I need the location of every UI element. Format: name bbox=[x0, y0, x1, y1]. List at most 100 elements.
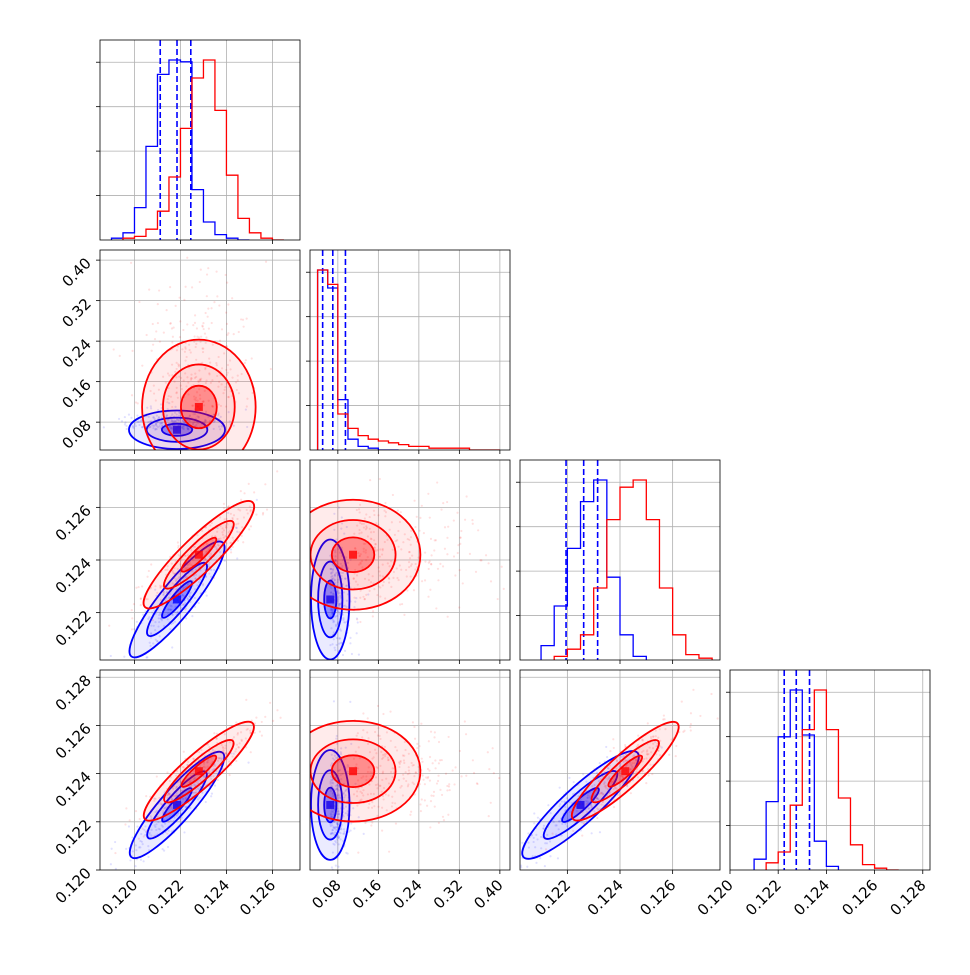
scatter-point bbox=[187, 796, 190, 800]
scatter-point bbox=[586, 802, 589, 805]
scatter-point bbox=[406, 773, 409, 776]
scatter-point bbox=[437, 579, 440, 582]
scatter-point bbox=[165, 806, 168, 809]
scatter-point bbox=[158, 635, 161, 638]
scatter-point bbox=[172, 784, 176, 788]
x-tick-label: 0.32 bbox=[430, 876, 466, 912]
density-peak bbox=[194, 402, 203, 411]
scatter-point bbox=[587, 774, 590, 777]
scatter-point bbox=[170, 327, 174, 330]
scatter-point bbox=[330, 815, 333, 819]
scatter-point bbox=[650, 751, 653, 754]
scatter-point bbox=[584, 814, 587, 817]
scatter-point bbox=[120, 420, 124, 423]
scatter-point bbox=[188, 414, 192, 417]
scatter-point bbox=[430, 563, 433, 566]
scatter-point bbox=[207, 327, 210, 330]
scatter-point bbox=[149, 420, 153, 423]
scatter-point bbox=[578, 802, 581, 806]
scatter-point bbox=[359, 553, 362, 556]
scatter-point bbox=[188, 561, 191, 565]
scatter-point bbox=[628, 768, 632, 771]
scatter-point bbox=[109, 863, 112, 866]
scatter-point bbox=[387, 758, 390, 761]
scatter-point bbox=[409, 575, 412, 578]
scatter-point bbox=[159, 617, 163, 620]
scatter-point bbox=[344, 577, 347, 580]
scatter-point bbox=[339, 594, 342, 597]
scatter-point bbox=[183, 350, 187, 353]
scatter-point bbox=[612, 777, 615, 780]
scatter-point bbox=[340, 522, 344, 525]
scatter-point bbox=[447, 785, 451, 788]
scatter-point bbox=[433, 549, 436, 552]
scatter-point bbox=[184, 566, 187, 570]
scatter-point bbox=[184, 576, 187, 579]
scatter-point bbox=[340, 753, 343, 756]
scatter-point bbox=[226, 363, 230, 367]
scatter-point bbox=[607, 776, 610, 779]
scatter-point bbox=[360, 798, 363, 801]
scatter-point bbox=[389, 560, 393, 563]
y-tick-label: 0.16 bbox=[58, 376, 94, 412]
scatter-point bbox=[154, 810, 157, 814]
scatter-point bbox=[376, 787, 379, 790]
scatter-point bbox=[395, 567, 398, 570]
scatter-point bbox=[218, 770, 221, 773]
scatter-point bbox=[187, 393, 190, 396]
scatter-point bbox=[178, 778, 181, 782]
scatter-point bbox=[154, 621, 157, 624]
scatter-point bbox=[333, 871, 335, 873]
scatter-point bbox=[235, 388, 238, 392]
scatter-point bbox=[192, 775, 195, 778]
scatter-point bbox=[394, 822, 398, 825]
scatter-point bbox=[125, 807, 128, 810]
scatter-point bbox=[335, 636, 339, 640]
scatter-point bbox=[622, 775, 625, 778]
scatter-point bbox=[203, 548, 206, 551]
scatter-point bbox=[471, 759, 474, 762]
scatter-point bbox=[356, 621, 359, 624]
scatter-point bbox=[161, 848, 164, 851]
density-peak bbox=[194, 550, 203, 559]
scatter-point bbox=[446, 784, 449, 788]
scatter-point bbox=[162, 624, 166, 627]
scatter-point bbox=[255, 716, 258, 719]
scatter-point bbox=[199, 786, 202, 789]
scatter-point bbox=[205, 546, 208, 550]
scatter-point bbox=[219, 524, 222, 528]
scatter-point bbox=[175, 792, 178, 795]
scatter-point bbox=[342, 799, 346, 802]
scatter-point bbox=[379, 548, 382, 551]
scatter-point bbox=[181, 808, 184, 811]
scatter-point bbox=[396, 576, 399, 580]
scatter-point bbox=[184, 806, 187, 809]
scatter-point bbox=[137, 420, 140, 423]
scatter-point bbox=[202, 762, 206, 765]
scatter-point bbox=[204, 419, 208, 422]
scatter-point bbox=[223, 518, 226, 521]
scatter-point bbox=[359, 562, 362, 565]
scatter-point bbox=[232, 736, 236, 739]
scatter-point bbox=[211, 379, 214, 382]
scatter-point bbox=[361, 566, 364, 569]
scatter-point bbox=[624, 759, 627, 763]
scatter-point bbox=[352, 793, 356, 796]
scatter-point bbox=[329, 585, 332, 588]
scatter-point bbox=[166, 608, 170, 611]
scatter-point bbox=[231, 297, 234, 300]
scatter-point bbox=[338, 665, 340, 667]
scatter-point bbox=[175, 349, 179, 352]
scatter-point bbox=[207, 563, 210, 566]
scatter-point bbox=[620, 775, 623, 778]
x-tick-label: 0.122 bbox=[144, 876, 187, 919]
scatter-point bbox=[207, 565, 210, 568]
scatter-point bbox=[207, 399, 210, 402]
scatter-point bbox=[334, 555, 337, 558]
scatter-point bbox=[356, 732, 359, 735]
scatter-point bbox=[417, 765, 420, 768]
scatter-point bbox=[232, 752, 235, 755]
scatter-point bbox=[160, 421, 163, 425]
scatter-point bbox=[337, 813, 341, 816]
scatter-point bbox=[651, 747, 655, 750]
